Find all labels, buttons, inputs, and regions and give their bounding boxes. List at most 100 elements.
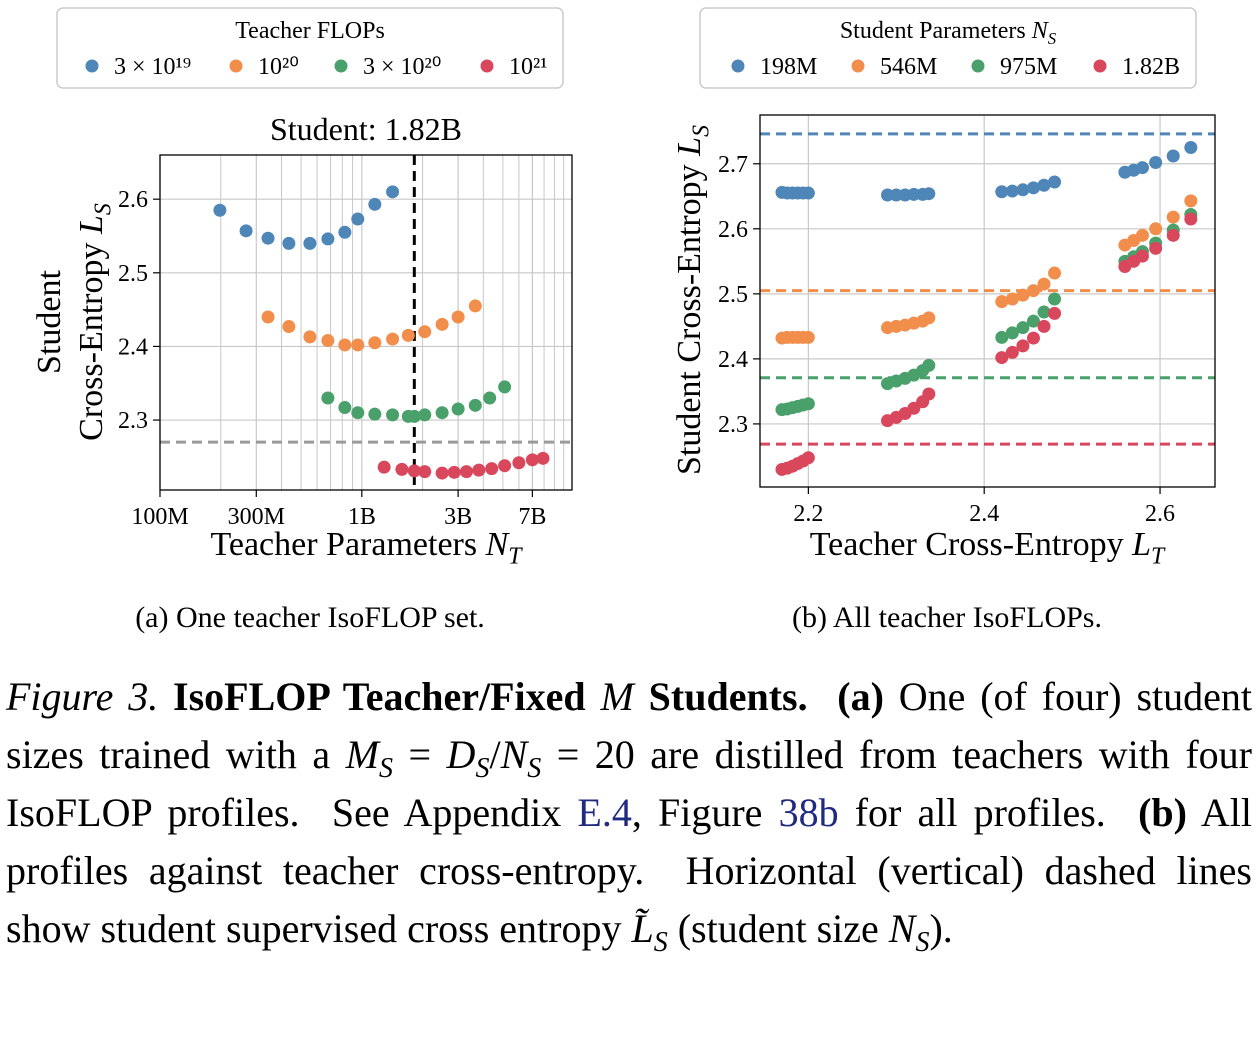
data-point <box>1037 319 1051 333</box>
data-point <box>401 328 415 342</box>
data-point <box>321 232 335 246</box>
chart-title: Student: 1.82B <box>270 111 462 147</box>
data-point <box>407 409 421 423</box>
data-point <box>459 465 473 479</box>
y-tick-label: 2.5 <box>118 261 148 287</box>
data-point <box>1005 184 1019 198</box>
data-point <box>447 465 461 479</box>
y-axis-label: Student Cross-Entropy LS <box>671 125 715 475</box>
x-axis-label-symbol: N <box>485 526 511 563</box>
legend-marker <box>851 59 865 73</box>
data-point <box>468 299 482 313</box>
data-point <box>922 311 936 325</box>
legend-label: 546M <box>880 54 937 80</box>
data-point <box>1166 149 1180 163</box>
data-point <box>451 402 465 416</box>
x-tick-label: 3B <box>444 504 472 530</box>
data-point <box>1135 249 1149 263</box>
caption-subscript: S <box>653 927 668 958</box>
caption-subscript: S <box>475 753 490 784</box>
x-tick-label: 7B <box>518 504 546 530</box>
x-axis-label-subscript: T <box>1151 544 1166 570</box>
data-point <box>1166 228 1180 242</box>
y-axis-label-text: Cross-Entropy <box>73 243 110 441</box>
caption-italic: Figure 3. <box>6 674 159 719</box>
data-point <box>1184 212 1198 226</box>
y-tick-label: 2.3 <box>118 408 148 434</box>
data-point <box>435 466 449 480</box>
data-point <box>418 408 432 422</box>
y-axis-label-subscript: S <box>689 125 715 137</box>
caption-normal: = 20 are distilled from teachers with fo… <box>6 732 1253 835</box>
data-point <box>282 236 296 250</box>
y-tick-label: 2.4 <box>118 334 148 360</box>
subcaption: (b) All teacher IsoFLOPs. <box>792 601 1102 634</box>
caption-math: N <box>500 732 528 777</box>
legend-box <box>699 7 1197 89</box>
subcaption: (a) One teacher IsoFLOP set. <box>135 601 485 634</box>
data-point <box>525 453 539 467</box>
data-point <box>1048 306 1062 320</box>
data-point <box>395 462 409 476</box>
data-point <box>485 462 499 476</box>
y-axis-label-subscript: S <box>91 203 117 215</box>
caption-link[interactable]: E.4 <box>577 790 632 835</box>
data-point <box>922 187 936 201</box>
legend-marker <box>480 59 494 73</box>
caption-link[interactable]: 38b <box>778 790 839 835</box>
data-point <box>498 459 512 473</box>
data-point <box>1005 326 1019 340</box>
legend-marker <box>229 59 243 73</box>
caption-bold: (a) <box>807 674 884 719</box>
y-axis-label: Student <box>31 270 68 374</box>
data-point <box>303 330 317 344</box>
plot-frame <box>759 114 1216 488</box>
legend-marker <box>85 59 99 73</box>
data-point <box>995 295 1009 309</box>
legend-marker <box>731 59 745 73</box>
legend-title: Teacher FLOPs <box>235 18 385 44</box>
data-point <box>386 332 400 346</box>
x-tick-label: 2.4 <box>969 501 999 527</box>
data-point <box>338 225 352 239</box>
data-point <box>351 338 365 352</box>
data-point <box>1149 155 1163 169</box>
data-point <box>351 212 365 226</box>
caption-math: M <box>600 674 634 719</box>
data-point <box>1026 314 1040 328</box>
data-point <box>1016 183 1030 197</box>
data-point <box>368 336 382 350</box>
legend-marker <box>971 59 985 73</box>
x-tick-label: 300M <box>228 504 285 530</box>
caption-bold: IsoFLOP Teacher/Fixed <box>158 674 601 719</box>
data-point <box>801 186 815 200</box>
legend-label: 10²¹ <box>509 54 547 80</box>
caption-bold: Students. <box>633 674 808 719</box>
data-point <box>1026 331 1040 345</box>
data-point <box>1048 175 1062 189</box>
y-tick-label: 2.7 <box>718 152 748 178</box>
data-point <box>303 236 317 250</box>
caption-math: D <box>446 732 476 777</box>
data-point <box>995 330 1009 344</box>
data-point <box>418 465 432 479</box>
data-point <box>1016 321 1030 335</box>
data-point <box>801 330 815 344</box>
legend-label: 1.82B <box>1122 54 1180 80</box>
data-point <box>377 460 391 474</box>
caption: Figure 3. IsoFLOP Teacher/Fixed M Studen… <box>6 668 1252 958</box>
data-point <box>1037 178 1051 192</box>
y-axis-label: Cross-Entropy LS <box>73 203 117 441</box>
x-axis-label-symbol: L <box>1131 526 1151 563</box>
data-point <box>1166 210 1180 224</box>
x-axis-label-subscript: T <box>508 544 523 570</box>
caption-normal: All profiles against teacher cross-entro… <box>6 790 1253 951</box>
legend-label: 3 × 10²⁰ <box>363 54 441 80</box>
legend-title-symbol: N <box>1031 18 1050 44</box>
y-axis-label-text: Student Cross-Entropy <box>671 164 708 475</box>
x-tick-label: 1B <box>348 504 376 530</box>
caption-subscript: S <box>527 753 542 784</box>
data-point <box>321 334 335 348</box>
data-point <box>498 380 512 394</box>
